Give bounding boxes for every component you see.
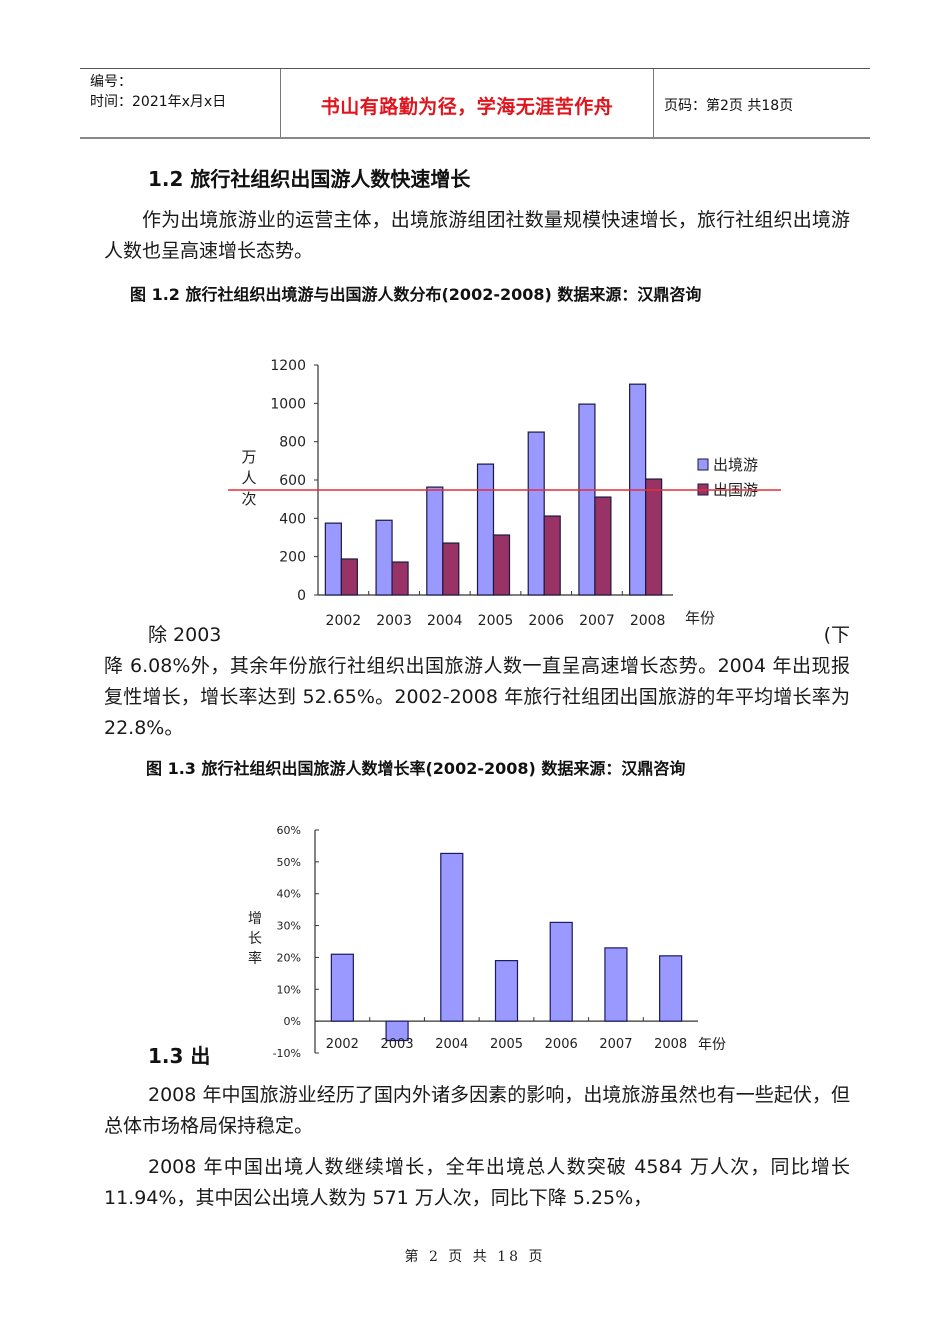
- svg-text:2006: 2006: [545, 1037, 578, 1052]
- bar: [645, 478, 663, 596]
- chart-growth-rate: -10% 0% 10% 20% 30% 40% 50% 60% 增长率 2002 2003 2004 2…: [248, 824, 726, 1060]
- svg-text:2002: 2002: [326, 613, 362, 629]
- svg-text:2007: 2007: [579, 613, 615, 629]
- svg-text:60%: 60%: [277, 824, 301, 837]
- figure-1-3-caption: 图 1.3 旅行社组织出国旅游人数增长率(2002-2008) 数据来源：汉鼎咨…: [146, 759, 686, 778]
- y-tick-label: 600: [279, 473, 306, 489]
- svg-text:2002: 2002: [326, 1037, 359, 1052]
- y-tick-label: 1000: [270, 396, 306, 412]
- section-title-1-2: 1.2 旅行社组织出国游人数快速增长: [148, 167, 471, 191]
- svg-text:万: 万: [241, 448, 256, 466]
- bar: [340, 558, 358, 596]
- section-title-1-3: 1.3 出: [148, 1044, 211, 1068]
- header-motto: 书山有路勤为径，学海无涯苦作舟: [281, 69, 654, 137]
- bar: [549, 921, 573, 1022]
- page-footer: 第 2 页 共 18 页: [404, 1249, 546, 1265]
- svg-text:次: 次: [241, 490, 256, 508]
- bar: [385, 1020, 409, 1042]
- svg-text:40%: 40%: [277, 888, 301, 901]
- bar: [426, 486, 444, 596]
- svg-text:-10%: -10%: [273, 1047, 301, 1060]
- paragraph-4: 2008 年中国出境人数继续增长，全年出境总人数突破 4584 万人次，同比增长…: [104, 1156, 850, 1209]
- chart-travel-counts: 0 200 400 600 800 1000 1200 万人次 2002 2003 2004 2005…: [228, 358, 781, 629]
- bar: [324, 522, 342, 596]
- bar: [330, 953, 354, 1022]
- svg-text:2003: 2003: [381, 1037, 414, 1052]
- bar: [659, 955, 683, 1022]
- bar: [543, 515, 561, 596]
- svg-text:率: 率: [248, 950, 262, 967]
- paragraph-2-line1-left: 除 2003: [148, 624, 222, 646]
- bar: [442, 542, 460, 596]
- svg-text:20%: 20%: [277, 951, 301, 964]
- svg-text:30%: 30%: [277, 920, 301, 933]
- bar: [440, 852, 464, 1022]
- paragraph-2-rest: 降 6.08%外，其余年份旅行社组织出国旅游人数一直呈高速增长态势。2004 年…: [104, 655, 850, 739]
- svg-text:出境游: 出境游: [713, 456, 758, 474]
- svg-text:2005: 2005: [478, 613, 514, 629]
- bar: [375, 519, 393, 596]
- bar: [527, 431, 545, 596]
- y-tick-label: 1200: [270, 358, 306, 374]
- paragraph-3: 2008 年中国旅游业经历了国内外诸多因素的影响，出境旅游虽然也有一些起伏，但总…: [104, 1084, 850, 1137]
- bar: [604, 947, 628, 1022]
- number-label: 编号：: [90, 74, 132, 90]
- bar: [594, 496, 612, 596]
- svg-text:2003: 2003: [376, 613, 412, 629]
- svg-text:2008: 2008: [654, 1037, 687, 1052]
- bar: [391, 561, 409, 596]
- y-tick-label: 0: [297, 588, 306, 604]
- bar: [578, 403, 596, 596]
- svg-text:年份: 年份: [685, 609, 715, 627]
- svg-text:10%: 10%: [277, 983, 301, 996]
- svg-text:2007: 2007: [599, 1037, 632, 1052]
- svg-text:2004: 2004: [435, 1037, 468, 1052]
- time-label: 时间：2021年x月x日: [90, 94, 227, 110]
- paragraph-2-line1-right: (下: [823, 624, 850, 646]
- figure-1-2-caption: 图 1.2 旅行社组织出境游与出国游人数分布(2002-2008) 数据来源：汉…: [130, 285, 702, 304]
- svg-text:2004: 2004: [427, 613, 463, 629]
- svg-text:人: 人: [241, 469, 256, 487]
- y-tick-label: 200: [279, 550, 306, 566]
- bar: [492, 534, 511, 596]
- svg-text:0%: 0%: [284, 1015, 301, 1028]
- paragraph-2: 除 2003 (下 降 6.08%外，其余年份旅行社组织出国旅游人数一直呈高速增…: [104, 620, 850, 744]
- y-tick-label: 800: [279, 435, 306, 451]
- svg-text:2006: 2006: [528, 613, 564, 629]
- header-meta: 编号： 时间：2021年x月x日: [80, 69, 281, 137]
- paragraph-1: 作为出境旅游业的运营主体，出境旅游组团社数量规模快速增长，旅行社组织出境游人数也…: [104, 209, 850, 262]
- bar: [494, 960, 519, 1022]
- document-header: 编号： 时间：2021年x月x日 书山有路勤为径，学海无涯苦作舟 页码：第2页 …: [80, 68, 870, 139]
- svg-text:2008: 2008: [630, 613, 666, 629]
- svg-text:2005: 2005: [490, 1037, 523, 1052]
- svg-text:50%: 50%: [277, 856, 301, 869]
- svg-text:年份: 年份: [698, 1037, 726, 1053]
- svg-text:长: 长: [248, 931, 262, 947]
- y-tick-label: 400: [279, 511, 306, 527]
- bar: [476, 463, 495, 596]
- svg-text:增: 增: [248, 911, 262, 927]
- header-page-info: 页码：第2页 共18页: [664, 98, 794, 114]
